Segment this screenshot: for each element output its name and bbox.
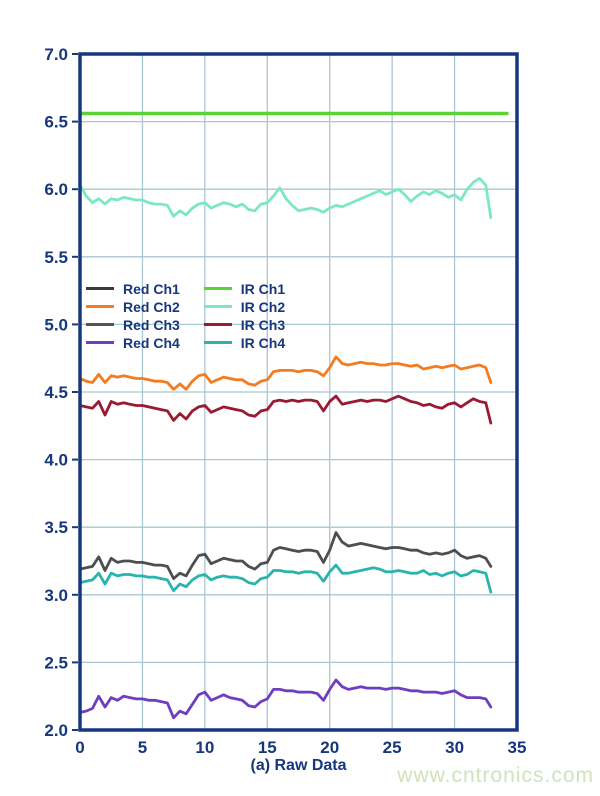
legend-item-ir-ch3: IR Ch3: [203, 316, 286, 333]
legend-item-ir-ch2: IR Ch2: [203, 298, 286, 315]
legend-item-ir-ch1: IR Ch1: [203, 280, 286, 297]
legend-label: Red Ch4: [123, 334, 180, 351]
legend-label: IR Ch1: [240, 280, 286, 297]
x-tick-label: 5: [138, 738, 147, 757]
plot-border: [78, 52, 519, 732]
y-tick-label: 3.0: [44, 586, 68, 605]
legend-swatch-red-ch4: [86, 341, 114, 344]
y-tick-label: 2.5: [44, 653, 68, 672]
legend-swatch-red-ch3: [86, 323, 114, 326]
x-tick-label: 25: [383, 738, 402, 757]
legend-swatch-ir-ch2: [203, 305, 232, 308]
legend-item-red-ch4: Red Ch4: [86, 334, 180, 351]
legend-swatch-ir-ch3: [203, 323, 232, 326]
legend-swatch-ir-ch4: [203, 341, 232, 344]
x-tick-label: 35: [508, 738, 527, 757]
y-tick-label: 5.5: [44, 248, 68, 267]
legend-item-red-ch3: Red Ch3: [86, 316, 180, 333]
y-tick-label: 4.0: [44, 451, 68, 470]
legend-swatch-red-ch1: [86, 287, 114, 290]
legend-label: IR Ch3: [240, 316, 286, 333]
legend-label: Red Ch2: [123, 298, 180, 315]
legend-label: Red Ch3: [123, 316, 180, 333]
legend-item-ir-ch4: IR Ch4: [203, 334, 286, 351]
x-tick-label: 20: [320, 738, 339, 757]
legend-item-red-ch2: Red Ch2: [86, 298, 180, 315]
watermark-text: www.cntronics.com: [397, 764, 594, 787]
legend-label: Red Ch1: [123, 280, 180, 297]
legend-label: IR Ch2: [240, 298, 286, 315]
y-tick-label: 3.5: [44, 518, 68, 537]
chart-legend: Red Ch1 IR Ch1 Red Ch2 IR Ch2 Red Ch3 IR Ch3 R…: [86, 280, 286, 351]
legend-item-red-ch1: Red Ch1: [86, 280, 180, 297]
y-tick-label: 6.0: [44, 180, 68, 199]
series-line-ir-ch4: [78, 563, 493, 594]
y-tick-label: 2.0: [44, 721, 68, 740]
x-axis-caption: (a) Raw Data: [250, 757, 347, 774]
x-tick-label: 10: [195, 738, 214, 757]
x-tick-label: 30: [445, 738, 464, 757]
y-tick-label: 4.5: [44, 383, 68, 402]
y-tick-label: 6.5: [44, 113, 68, 132]
series-line-red-ch4: [78, 678, 493, 720]
series-line-red-ch3: [78, 531, 493, 580]
x-tick-label: 0: [75, 738, 84, 757]
series-line-ir-ch2: [78, 176, 493, 220]
legend-label: IR Ch4: [240, 334, 286, 351]
series-line-red-ch2: [78, 355, 493, 391]
x-tick-label: 15: [258, 738, 277, 757]
legend-swatch-ir-ch1: [203, 287, 232, 290]
y-tick-label: 7.0: [44, 45, 68, 64]
y-tick-label: 5.0: [44, 315, 68, 334]
legend-swatch-red-ch2: [86, 305, 114, 308]
series-line-ir-ch3: [78, 394, 493, 425]
